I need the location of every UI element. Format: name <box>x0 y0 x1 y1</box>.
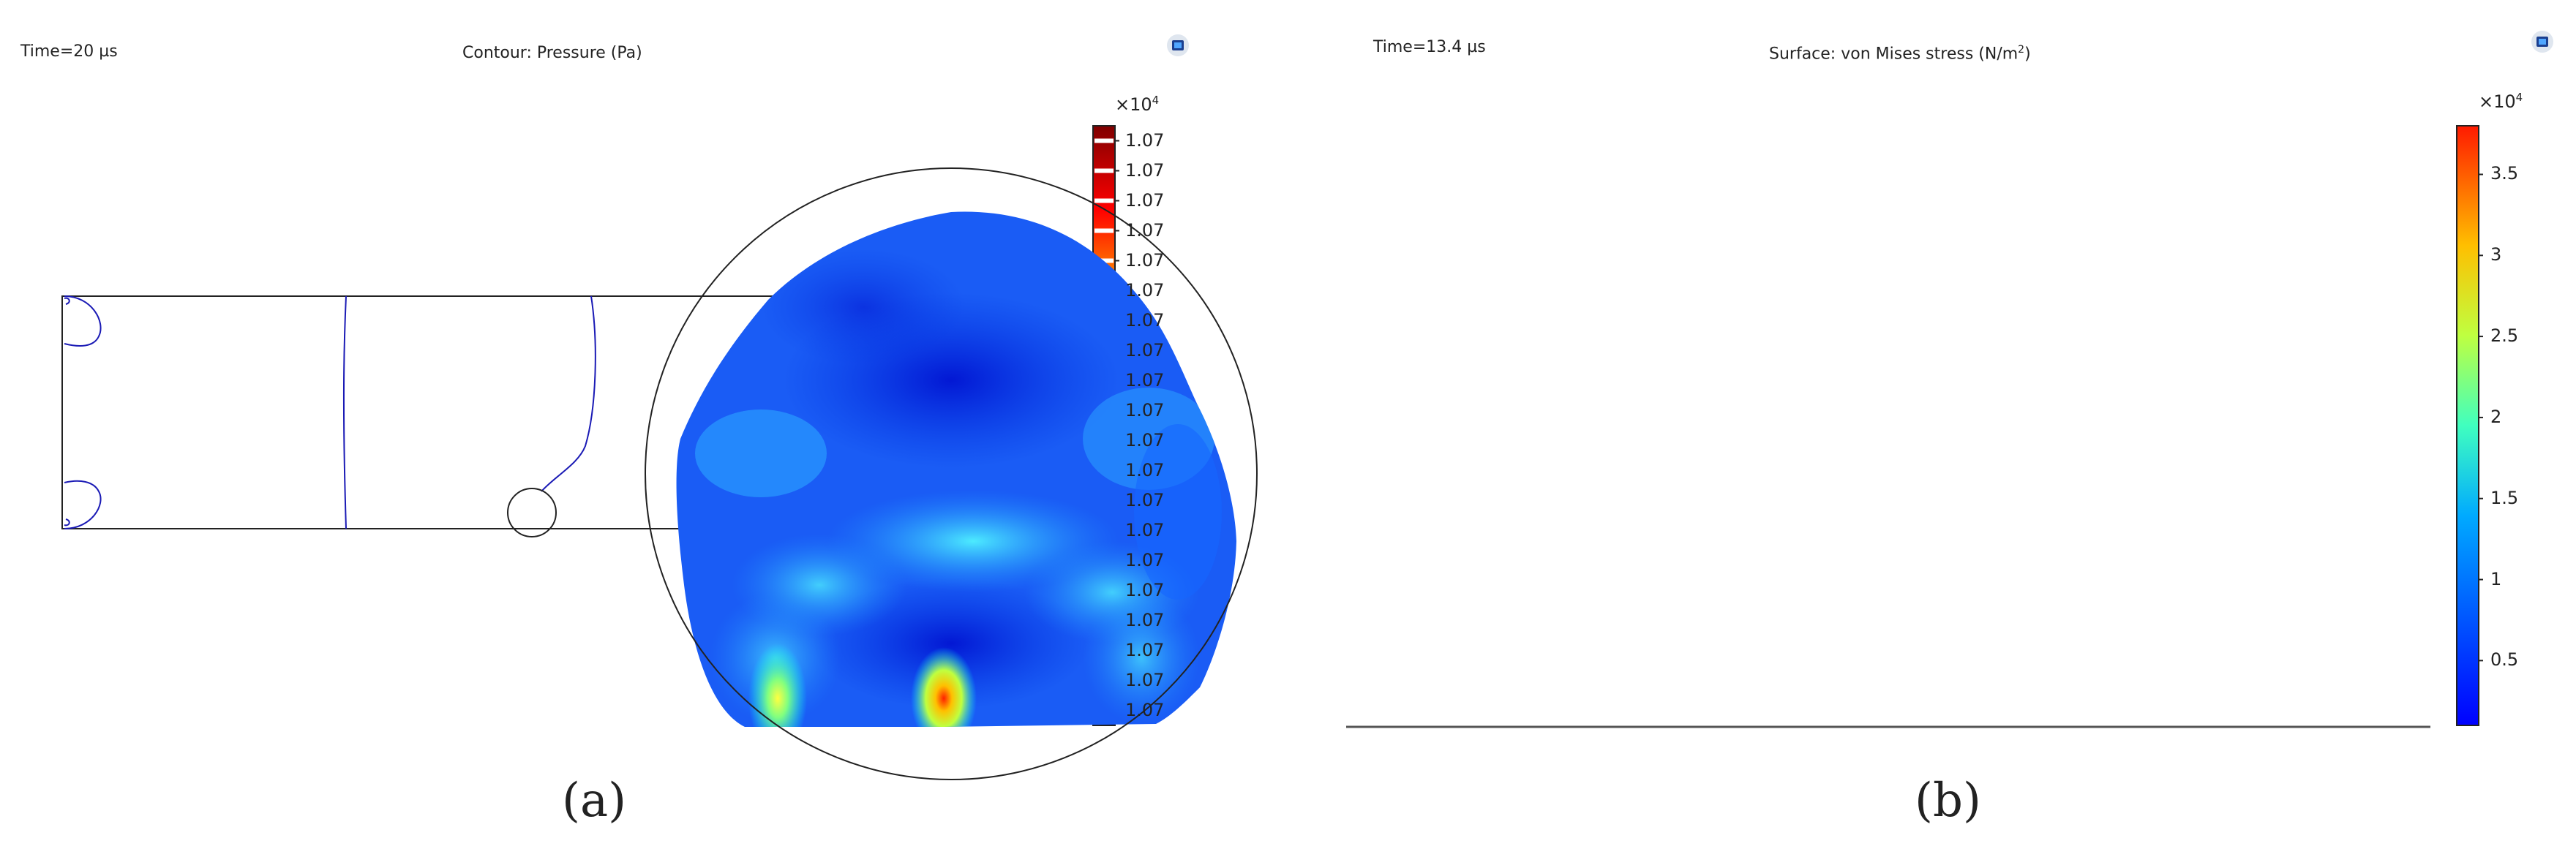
comsol-logo-icon <box>1167 34 1189 56</box>
colorbar-a-stripe <box>1094 258 1114 263</box>
colorbar-a-tick-label: 1.07 <box>1125 369 1165 390</box>
panel-a-multiplier-base: ×10 <box>1115 94 1152 115</box>
colorbar-a-tick-label: 1.07 <box>1125 459 1165 480</box>
colorbar-a-tick-label: 1.07 <box>1125 519 1165 540</box>
colorbar-a-stripe <box>1094 198 1114 203</box>
colorbar-a-tick-label: 1.07 <box>1125 489 1165 510</box>
sphere-outline <box>507 488 557 537</box>
colorbar-a-tick-label: 1.07 <box>1125 129 1165 151</box>
colorbar-a-tick-label: 1.07 <box>1125 579 1165 600</box>
colorbar-b-tick-label: 1 <box>2490 568 2502 589</box>
colorbar-a-stripe <box>1094 138 1114 143</box>
colorbar-a-tick-label: 1.07 <box>1125 609 1165 630</box>
colorbar-a-tick-label: 1.07 <box>1125 669 1165 690</box>
colorbar-b-tick-label: 3.5 <box>2490 163 2519 184</box>
panel-b-colorbar <box>2456 125 2483 726</box>
panel-b-multiplier-base: ×10 <box>2479 91 2516 112</box>
colorbar-a-tick-label: 1.07 <box>1125 309 1165 331</box>
panel-b-colorbar-multiplier: ×104 <box>2479 91 2523 112</box>
colorbar-a-tick-label: 1.07 <box>1125 549 1165 570</box>
colorbar-b-tick-label: 2 <box>2490 406 2502 427</box>
panel-a-multiplier-exp: 4 <box>1152 94 1160 107</box>
colorbar-a-tick-label: 1.07 <box>1125 219 1165 241</box>
panel-b-time-label: Time=13.4 µs <box>1373 38 1486 56</box>
panel-b-subfigure-label: (b) <box>1915 774 1981 828</box>
colorbar-a-tick-label: 1.07 <box>1125 639 1165 660</box>
colorbar-a-tick-label: 1.07 <box>1125 399 1165 420</box>
comsol-logo-icon <box>2531 31 2553 53</box>
panel-b-title: Surface: von Mises stress (N/m2) <box>1769 44 2031 63</box>
colorbar-b-tick-label: 2.5 <box>2490 325 2519 347</box>
panel-b-title-close: ) <box>2024 45 2031 64</box>
colorbar-a-tick-label: 1.07 <box>1125 429 1165 450</box>
colorbar-a-stripe <box>1094 168 1114 173</box>
panel-a-subfigure-label: (a) <box>562 774 627 828</box>
colorbar-a-tick-label: 1.07 <box>1125 279 1165 301</box>
colorbar-a-tick-label: 1.07 <box>1125 249 1165 271</box>
colorbar-a-tick-label: 1.07 <box>1125 339 1165 361</box>
colorbar-a-tick-label: 1.07 <box>1125 189 1165 211</box>
panel-a-time-label: Time=20 µs <box>20 42 118 61</box>
colorbar-b-tick-label: 1.5 <box>2490 487 2519 508</box>
panel-b-title-main: Surface: von Mises stress (N/m <box>1769 45 2019 64</box>
colorbar-b-tick-label: 0.5 <box>2490 649 2519 671</box>
panel-b-multiplier-exp: 4 <box>2515 91 2523 104</box>
colorbar-a-tick-label: 1.07 <box>1125 699 1165 720</box>
colorbar-b-tick-label: 3 <box>2490 244 2502 265</box>
panel-b-title-exp: 2 <box>2018 44 2025 56</box>
panel-b-outline <box>645 167 1258 780</box>
colorbar-a-tick-label: 1.07 <box>1125 159 1165 181</box>
panel-a-title: Contour: Pressure (Pa) <box>462 44 642 62</box>
colorbar-a-stripe <box>1094 228 1114 233</box>
panel-a-colorbar-multiplier: ×104 <box>1115 94 1159 115</box>
